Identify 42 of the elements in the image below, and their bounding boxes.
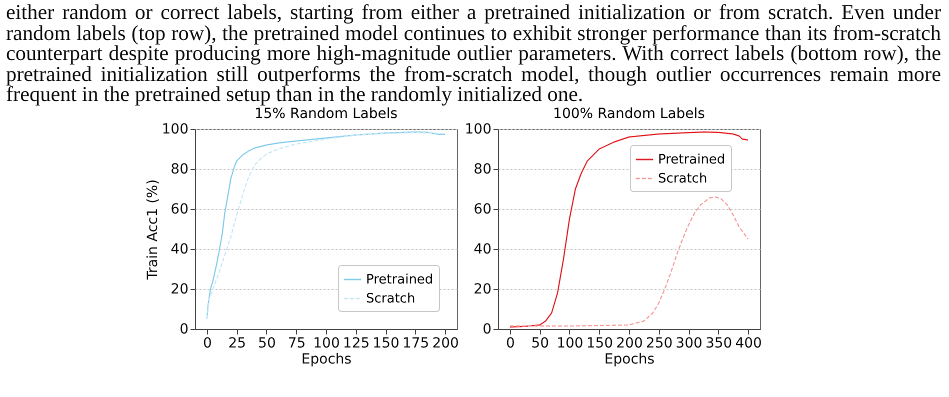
line-series — [509, 196, 749, 326]
x-tick-label: 150 — [372, 335, 400, 351]
x-tick-label: 200 — [432, 335, 459, 351]
legend-label: Pretrained — [658, 152, 726, 167]
legend-label: Scratch — [658, 171, 708, 186]
x-tick-label: 25 — [228, 335, 246, 351]
x-tick-label: 75 — [288, 335, 306, 351]
y-tick-label: 100 — [162, 121, 188, 137]
y-tick-label: 100 — [464, 121, 492, 137]
x-tick-label: 100 — [556, 335, 584, 351]
x-tick-label: 150 — [586, 335, 614, 351]
x-tick-label: 0 — [506, 335, 515, 351]
x-tick-label: 400 — [735, 335, 762, 351]
y-tick-label: 0 — [180, 321, 188, 337]
text: either random or correct labels, starting from either a pretrained initialization or from scratch. Even under random labels (top row), the pretrained model continues to exhibit stronger performance than its from-scratch counterpart despite producing more high-magnitude outlier parameters. With correct labels (bottom row), the pretrained initialization still outperforms the from-scratch model, though outlier occurrences remain more frequent in the pretrained setup than in the randomly initialized one. — [6, 0, 941, 106]
chart-title: 15% Random Labels — [254, 106, 398, 122]
legend-label: Scratch — [366, 291, 416, 306]
y-tick-label: 80 — [170, 161, 188, 177]
x-axis-title: Epochs — [604, 351, 655, 367]
y-tick-label: 40 — [474, 241, 492, 257]
y-axis-title: Train Acc1 (%) — [144, 178, 161, 280]
y-tick-label: 20 — [170, 281, 188, 297]
y-tick-label: 60 — [170, 201, 188, 217]
x-tick-label: 300 — [676, 335, 702, 351]
x-tick-label: 350 — [705, 335, 732, 351]
y-tick-label: 80 — [474, 161, 492, 177]
x-tick-label: 100 — [313, 335, 340, 351]
legend-label: Pretrained — [366, 272, 434, 287]
x-tick-label: 125 — [342, 335, 370, 351]
x-tick-label: 200 — [616, 335, 643, 351]
y-tick-label: 0 — [482, 321, 492, 337]
x-tick-label: 250 — [646, 335, 673, 351]
y-tick-label: 20 — [474, 281, 492, 297]
x-tick-label: 175 — [402, 335, 430, 351]
chart-title: 100% Random Labels — [553, 106, 705, 122]
line-series — [509, 130, 749, 328]
y-tick-label: 60 — [474, 201, 492, 217]
x-axis-title: Epochs — [301, 351, 352, 367]
x-tick-label: 50 — [531, 335, 550, 351]
x-tick-label: 0 — [202, 335, 212, 351]
y-tick-label: 40 — [170, 241, 188, 257]
x-tick-label: 50 — [258, 335, 276, 351]
